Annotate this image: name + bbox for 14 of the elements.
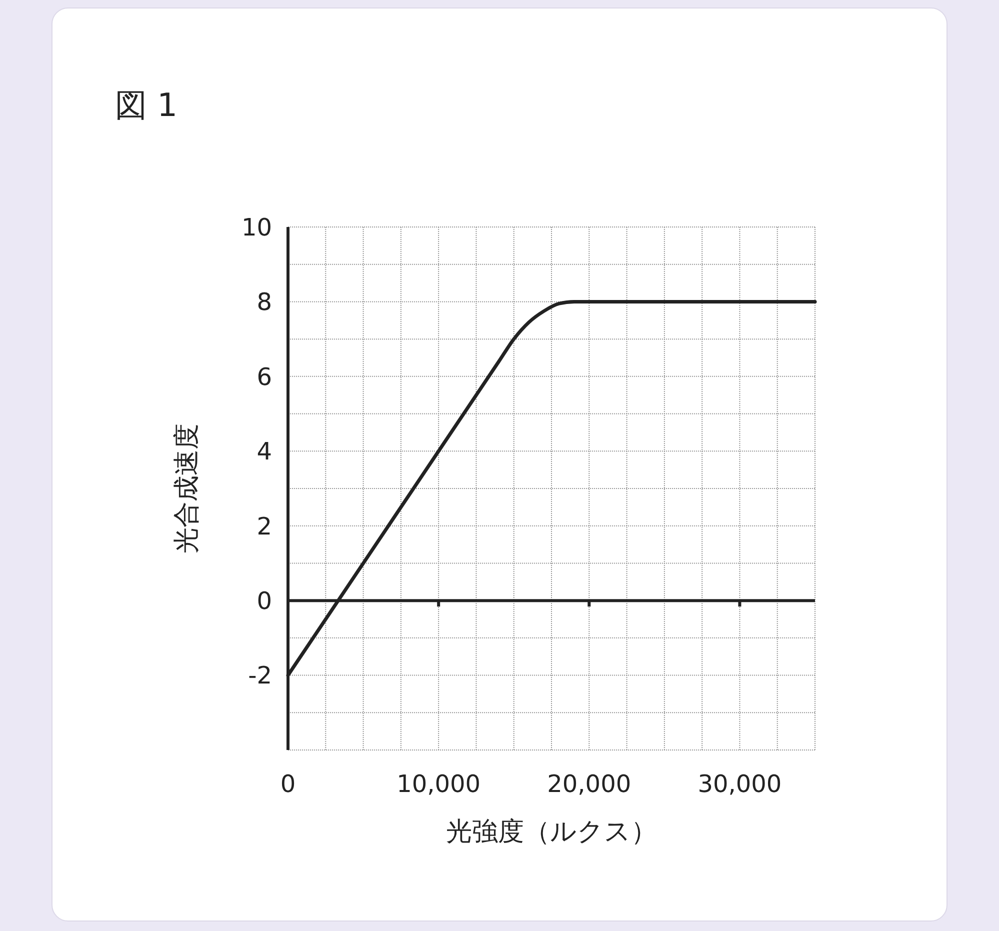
y-tick-label: 10 [241,213,272,242]
chart-title: 図 1 [115,86,178,124]
x-tick-label: 10,000 [396,770,481,798]
y-tick-label: 2 [256,512,272,540]
y-tick-label: 0 [256,586,272,615]
y-tick-label: -2 [248,662,272,690]
x-tick-label: 0 [280,770,296,798]
x-tick-label: 20,000 [547,770,632,798]
y-tick-label: 6 [256,362,272,391]
y-tick-label: 4 [256,438,272,466]
y-tick-label: 8 [256,288,272,316]
x-axis-title: 光強度（ルクス） [446,817,657,847]
y-axis-title: 光合成速度 [172,424,202,554]
x-tick-label: 30,000 [698,770,782,798]
